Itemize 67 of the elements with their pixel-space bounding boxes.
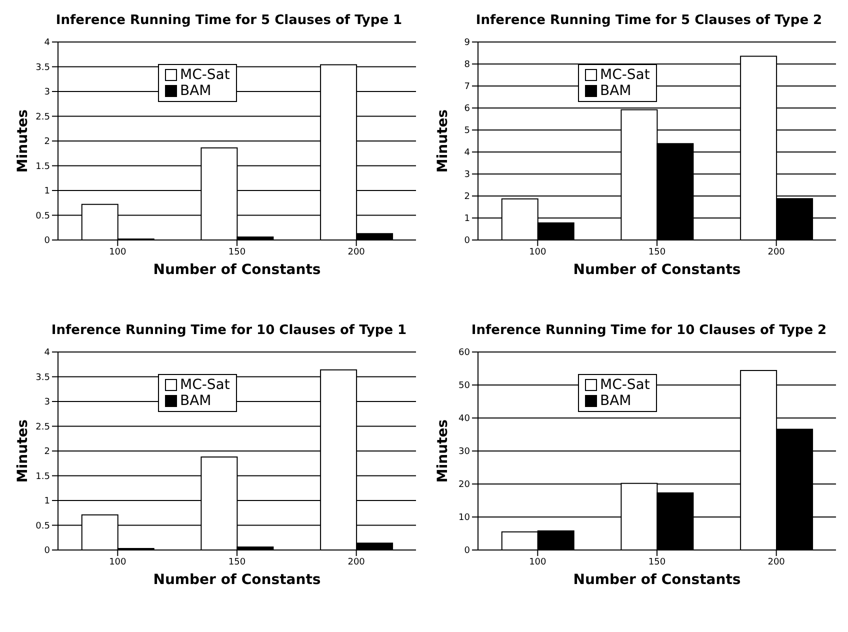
- x-tick-label: 100: [529, 557, 547, 568]
- y-tick-label: 10: [458, 513, 470, 524]
- y-tick-label: 4: [464, 148, 470, 158]
- y-tick-label: 2: [44, 447, 50, 458]
- y-tick-label: 9: [464, 38, 470, 48]
- x-tick-label: 200: [348, 247, 366, 258]
- y-tick-label: 0: [464, 236, 470, 246]
- x-tick-label: 150: [648, 247, 666, 258]
- y-tick-label: 6: [464, 104, 470, 114]
- chart-title: Inference Running Time for 10 Clauses of Type 1: [50, 322, 408, 340]
- y-tick-label: 0: [464, 546, 470, 556]
- chart-title: Inference Running Time for 5 Clauses of Type 2: [474, 12, 824, 30]
- y-tick-label: 7: [464, 82, 470, 92]
- legend-label: BAM: [180, 83, 212, 99]
- y-tick-label: 2.5: [36, 112, 50, 122]
- chart-title: Inference Running Time for 10 Clauses of Type 2: [470, 322, 828, 340]
- y-tick-label: 3: [44, 398, 50, 408]
- y-axis-title: Minutes: [14, 109, 31, 173]
- y-axis-title: Minutes: [434, 419, 451, 483]
- legend-label: BAM: [180, 393, 212, 409]
- chart-title: Inference Running Time for 5 Clauses of Type 1: [54, 12, 404, 30]
- x-tick-label: 150: [228, 557, 246, 568]
- y-axis-title: Minutes: [434, 109, 451, 173]
- y-tick-label: 5: [464, 126, 470, 136]
- y-tick-label: 4: [44, 348, 50, 358]
- legend-label: BAM: [600, 83, 632, 99]
- y-tick-label: 60: [458, 348, 470, 358]
- legend-label: MC-Sat: [180, 377, 230, 393]
- y-tick-label: 3.5: [36, 372, 50, 383]
- legend-label: BAM: [600, 393, 632, 409]
- y-axis-title: Minutes: [14, 419, 31, 483]
- y-tick-label: 1.5: [36, 162, 50, 172]
- legend-label: MC-Sat: [600, 377, 650, 393]
- y-tick-label: 40: [458, 414, 470, 424]
- x-tick-label: 100: [109, 557, 127, 568]
- y-tick-label: 2: [464, 192, 470, 202]
- y-tick-label: 50: [458, 381, 470, 392]
- x-tick-label: 200: [768, 247, 786, 258]
- y-tick-label: 4: [44, 38, 50, 48]
- legend-label: MC-Sat: [600, 67, 650, 83]
- y-tick-label: 3: [464, 170, 470, 180]
- x-tick-label: 150: [648, 557, 666, 568]
- y-tick-label: 0: [44, 236, 50, 246]
- y-tick-label: 30: [458, 447, 470, 458]
- y-tick-label: 1: [44, 186, 50, 197]
- y-tick-label: 3.5: [36, 62, 50, 73]
- x-axis-title: Number of Constants: [573, 262, 741, 278]
- y-tick-label: 3: [44, 88, 50, 98]
- x-axis-title: Number of Constants: [153, 262, 321, 278]
- x-tick-label: 100: [529, 247, 547, 258]
- y-tick-label: 1: [464, 214, 470, 224]
- y-tick-label: 0.5: [36, 211, 50, 222]
- y-tick-label: 1.5: [36, 472, 50, 482]
- y-tick-label: 20: [458, 480, 470, 490]
- x-axis-title: Number of Constants: [153, 572, 321, 588]
- legend-label: MC-Sat: [180, 67, 230, 83]
- x-tick-label: 200: [768, 557, 786, 568]
- y-tick-label: 2.5: [36, 422, 50, 432]
- y-tick-label: 1: [44, 496, 50, 507]
- y-tick-label: 0: [44, 546, 50, 556]
- x-tick-label: 200: [348, 557, 366, 568]
- y-tick-label: 8: [464, 60, 470, 70]
- y-tick-label: 0.5: [36, 521, 50, 532]
- x-tick-label: 100: [109, 247, 127, 258]
- x-tick-label: 150: [228, 247, 246, 258]
- y-tick-label: 2: [44, 137, 50, 148]
- x-axis-title: Number of Constants: [573, 572, 741, 588]
